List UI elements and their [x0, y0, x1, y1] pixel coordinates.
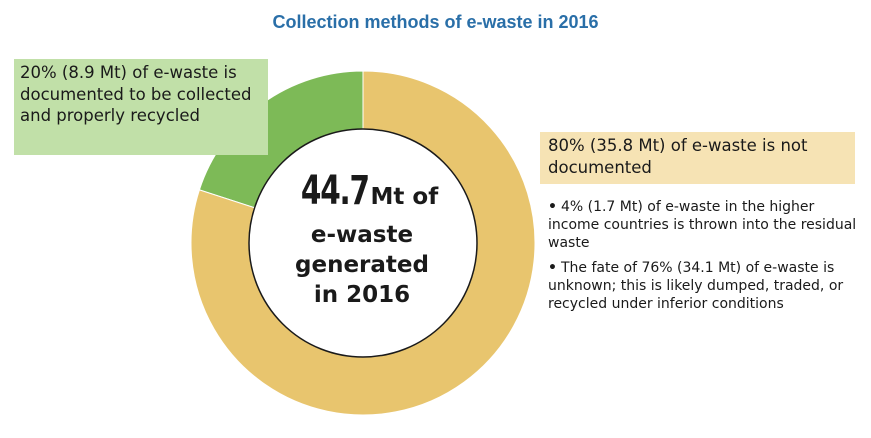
detail-item: • The fate of 76% (34.1 Mt) of e-waste is…: [548, 259, 858, 313]
detail-text: The fate of 76% (34.1 Mt) of e-waste is …: [548, 260, 844, 312]
total-unit: Mt of: [370, 184, 439, 210]
total-value: 44.7: [300, 168, 370, 214]
total-line: 44.7Mt of: [253, 170, 471, 220]
detail-text: 4% (1.7 Mt) of e-waste in the higher inc…: [548, 199, 857, 251]
total-line-3: generated: [295, 252, 429, 278]
chart-title: Collection methods of e-waste in 2016: [272, 12, 599, 32]
not-documented-label: 80% (35.8 Mt) of e-waste is not document…: [540, 132, 855, 184]
detail-item: • 4% (1.7 Mt) of e-waste in the higher in…: [548, 198, 858, 252]
bullet-icon: •: [548, 199, 557, 215]
total-line-4: in 2016: [313, 282, 411, 308]
bullet-icon: •: [548, 260, 557, 276]
donut-center-label: 44.7Mt of e-waste generated in 2016: [253, 170, 471, 310]
documented-label: 20% (8.9 Mt) of e-waste is documented to…: [14, 59, 268, 155]
not-documented-details: • 4% (1.7 Mt) of e-waste in the higher in…: [548, 198, 858, 320]
donut-hole: [248, 128, 478, 358]
total-line-2: e-waste: [310, 222, 414, 248]
